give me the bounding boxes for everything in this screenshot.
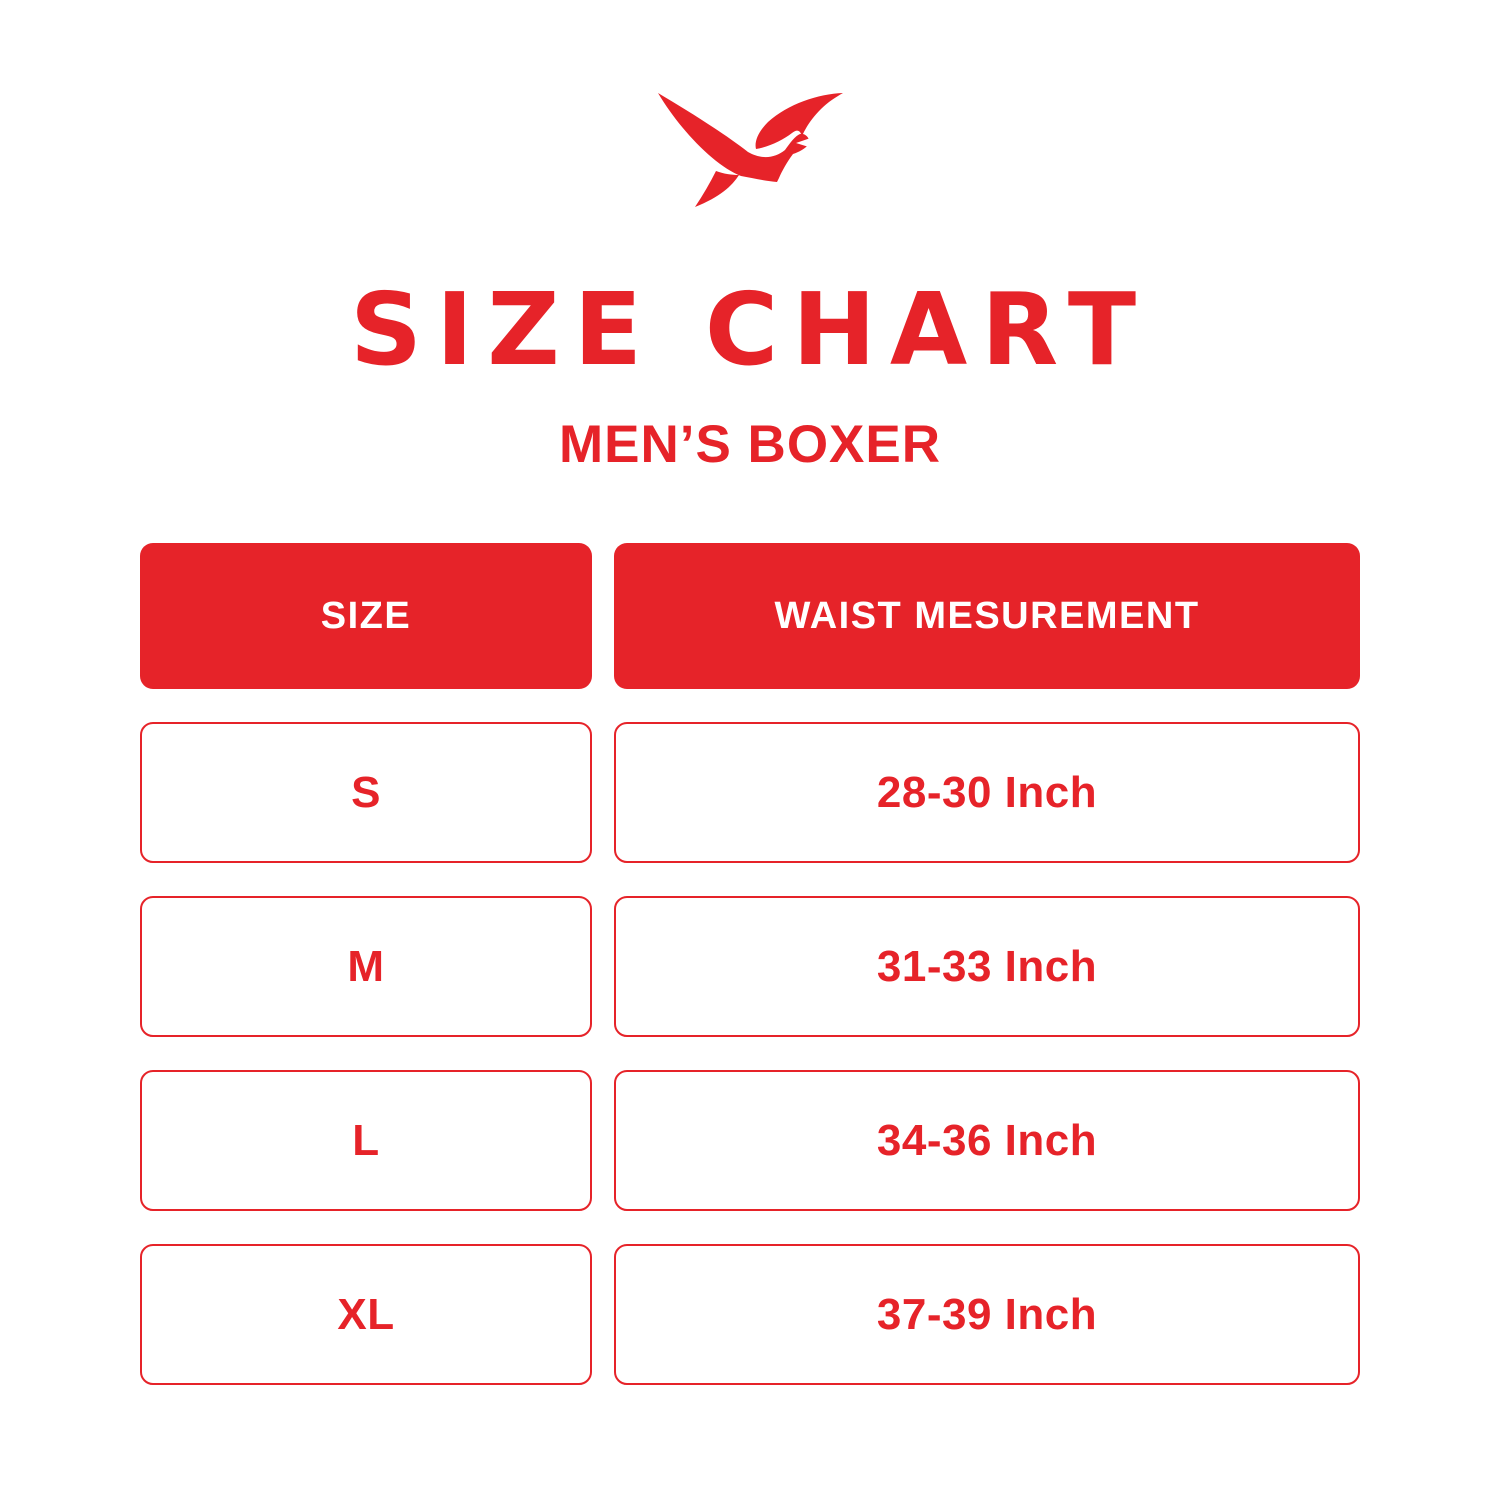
waist-cell-l: 34-36 Inch	[614, 1070, 1360, 1211]
page-title: SIZE CHART	[349, 271, 1151, 388]
size-cell-l: L	[140, 1070, 592, 1211]
size-cell-s: S	[140, 722, 592, 863]
page-subtitle: MEN’S BOXER	[558, 415, 942, 474]
waist-cell-s: 28-30 Inch	[614, 722, 1360, 863]
brand-logo	[647, 84, 853, 216]
waist-cell-m: 31-33 Inch	[614, 896, 1360, 1037]
size-cell-xl: XL	[140, 1244, 592, 1385]
column-header-waist: WAIST MESUREMENT	[614, 543, 1360, 689]
waist-cell-xl: 37-39 Inch	[614, 1244, 1360, 1385]
size-cell-m: M	[140, 896, 592, 1037]
column-header-size: SIZE	[140, 543, 592, 689]
size-chart-table: SIZE WAIST MESUREMENT S 28-30 Inch M 31-…	[140, 543, 1360, 1385]
flying-bird-icon	[658, 93, 843, 207]
